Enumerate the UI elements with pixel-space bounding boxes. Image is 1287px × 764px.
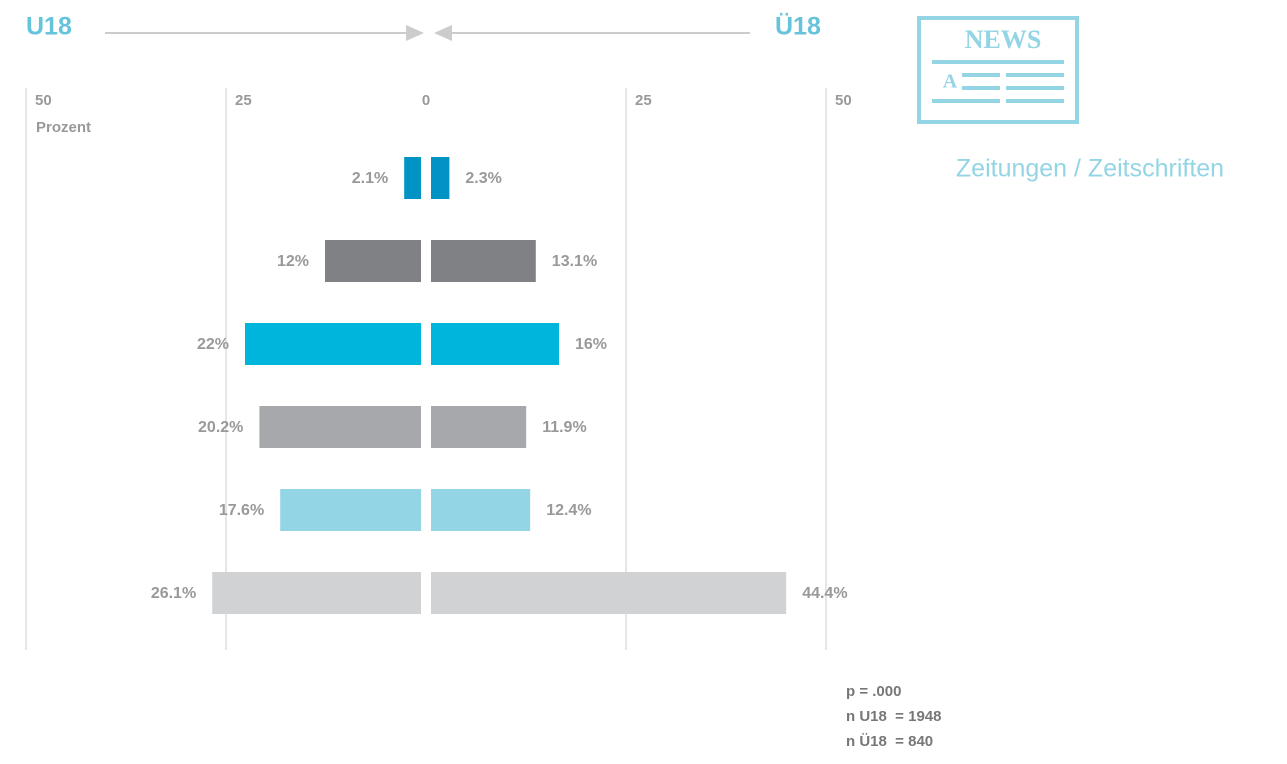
legend-right: Ü18	[775, 12, 821, 41]
icon-frame	[917, 16, 1079, 124]
value-label: 17.6%	[219, 502, 264, 519]
x-tick-label: 50	[35, 92, 52, 109]
news-icon: NEWS A	[917, 16, 1079, 124]
value-label: 26.1%	[151, 585, 196, 602]
bar-left	[245, 323, 421, 365]
icon-line	[932, 60, 1064, 64]
arrow-head	[434, 25, 452, 41]
bar-left	[259, 406, 421, 448]
icon-line	[962, 73, 1000, 77]
icon-label: Zeitungen / Zeitschriften	[956, 155, 1224, 183]
icon-line	[932, 99, 1000, 103]
arrow-head	[406, 25, 424, 41]
bar-left	[212, 572, 421, 614]
icon-line	[1006, 86, 1064, 90]
header-arrows	[105, 25, 750, 41]
value-label: 2.3%	[465, 170, 501, 187]
legend-left: U18	[26, 13, 72, 41]
value-label: 2.1%	[352, 170, 388, 187]
value-label: 11.9%	[542, 419, 586, 436]
value-label: 44.4%	[802, 585, 847, 602]
x-tick-label: 0	[422, 92, 430, 109]
annotation: n Ü18 = 840	[846, 733, 933, 750]
bar-left	[280, 489, 421, 531]
icon-line	[962, 86, 1000, 90]
value-label: 22%	[197, 336, 229, 353]
annotation: p = .000	[846, 683, 901, 700]
x-tick-label: 50	[835, 92, 852, 109]
bar-left	[325, 240, 421, 282]
annotation: n U18 = 1948	[846, 708, 941, 725]
value-label: 20.2%	[198, 419, 243, 436]
icon-line	[1006, 99, 1064, 103]
bar-right	[431, 572, 787, 614]
bar-right	[431, 323, 559, 365]
bar-right	[431, 406, 527, 448]
value-label: 12%	[277, 253, 309, 270]
bar-right	[431, 240, 536, 282]
value-label: 16%	[575, 336, 607, 353]
bar-right	[431, 157, 450, 199]
icon-letter: A	[943, 71, 958, 93]
x-tick-label: 25	[635, 92, 652, 109]
bar-right	[431, 489, 531, 531]
x-tick-label: 25	[235, 92, 252, 109]
value-label: 12.4%	[546, 502, 591, 519]
icon-title: NEWS	[965, 25, 1042, 54]
axis-label: Prozent	[36, 119, 91, 136]
bar-left	[404, 157, 421, 199]
value-label: 13.1%	[552, 253, 597, 270]
icon-line	[1006, 73, 1064, 77]
